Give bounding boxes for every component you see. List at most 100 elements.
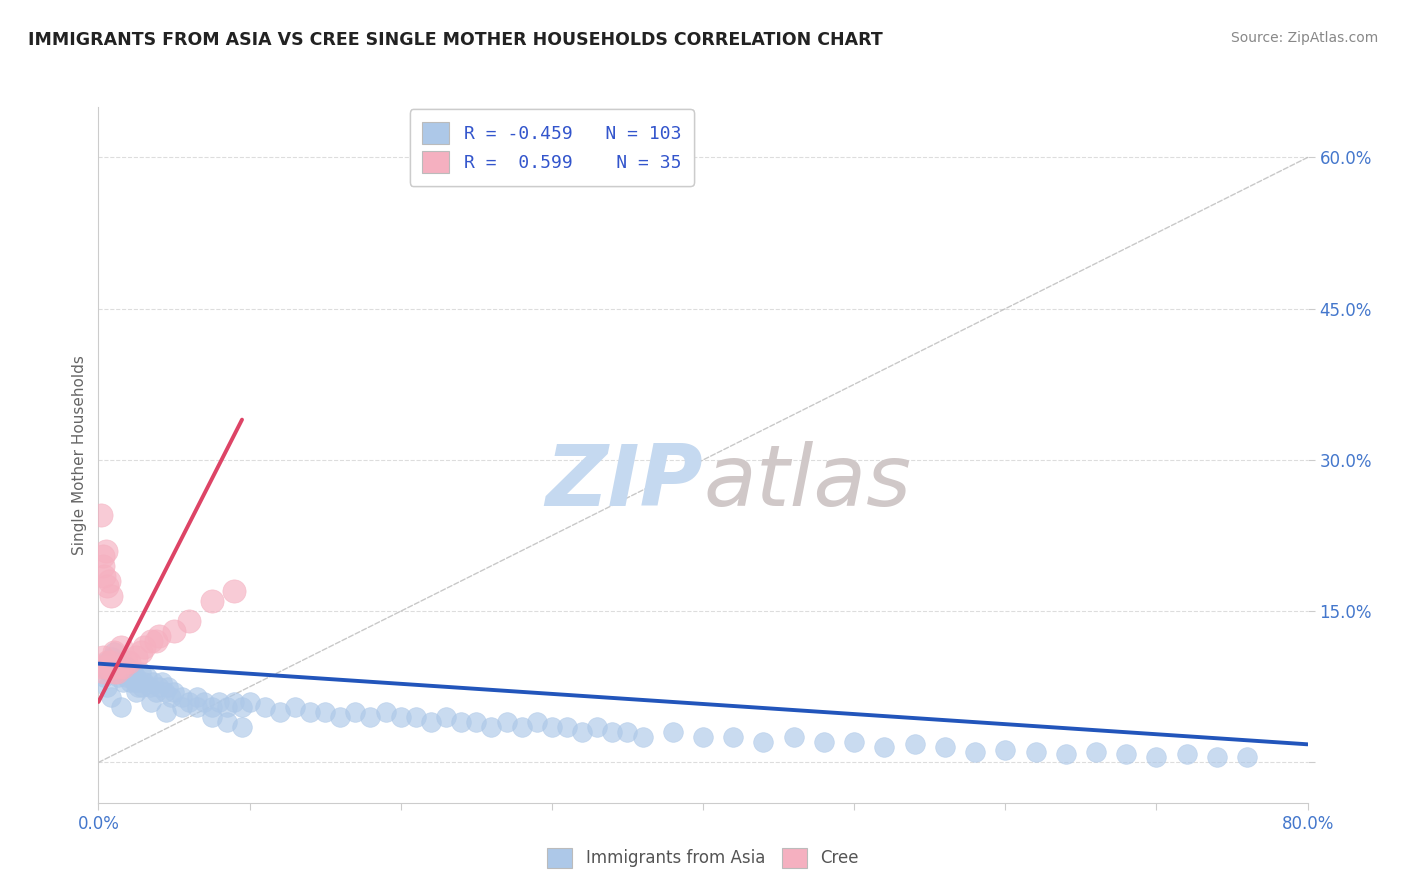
Point	[160, 690, 183, 704]
Point	[224, 584, 246, 599]
Point	[419, 715, 441, 730]
Point	[239, 695, 262, 709]
Point	[127, 680, 149, 694]
Point	[110, 640, 132, 654]
Point	[141, 695, 163, 709]
Point	[904, 737, 927, 751]
Text: atlas: atlas	[703, 442, 911, 524]
Point	[145, 634, 167, 648]
Point	[571, 725, 593, 739]
Point	[586, 720, 609, 734]
Point	[269, 705, 291, 719]
Point	[94, 655, 117, 669]
Point	[1175, 747, 1198, 762]
Point	[299, 705, 322, 719]
Point	[91, 549, 114, 563]
Point	[1144, 750, 1167, 764]
Point	[344, 705, 367, 719]
Point	[122, 665, 145, 679]
Point	[526, 715, 548, 730]
Point	[873, 740, 896, 755]
Point	[120, 674, 142, 689]
Point	[253, 700, 276, 714]
Point	[495, 715, 517, 730]
Point	[163, 685, 186, 699]
Point	[1206, 750, 1229, 764]
Point	[90, 659, 112, 673]
Point	[224, 695, 246, 709]
Point	[132, 640, 155, 654]
Point	[510, 720, 533, 734]
Point	[193, 695, 215, 709]
Point	[129, 665, 152, 679]
Point	[201, 700, 224, 714]
Legend: Immigrants from Asia, Cree: Immigrants from Asia, Cree	[541, 841, 865, 875]
Point	[186, 690, 208, 704]
Point	[631, 731, 654, 745]
Point	[145, 685, 167, 699]
Point	[692, 731, 714, 745]
Point	[141, 634, 163, 648]
Point	[112, 659, 135, 673]
Point	[1054, 747, 1077, 762]
Point	[540, 720, 562, 734]
Point	[481, 720, 503, 734]
Point	[94, 659, 117, 673]
Point	[115, 659, 138, 673]
Point	[170, 690, 193, 704]
Point	[93, 665, 115, 679]
Point	[813, 735, 835, 749]
Point	[105, 655, 128, 669]
Point	[96, 579, 118, 593]
Point	[125, 685, 148, 699]
Point	[374, 705, 396, 719]
Point	[107, 670, 129, 684]
Point	[139, 680, 162, 694]
Point	[170, 700, 193, 714]
Text: Source: ZipAtlas.com: Source: ZipAtlas.com	[1230, 31, 1378, 45]
Point	[124, 674, 146, 689]
Point	[1115, 747, 1137, 762]
Point	[103, 644, 125, 658]
Point	[101, 659, 124, 673]
Point	[201, 594, 224, 608]
Point	[108, 659, 131, 673]
Point	[389, 710, 412, 724]
Point	[661, 725, 683, 739]
Point	[90, 508, 112, 523]
Point	[314, 705, 336, 719]
Point	[135, 670, 157, 684]
Point	[105, 665, 128, 679]
Point	[111, 659, 134, 673]
Point	[93, 569, 115, 583]
Point	[405, 710, 427, 724]
Point	[121, 670, 143, 684]
Point	[965, 745, 987, 759]
Point	[91, 558, 114, 573]
Point	[96, 680, 118, 694]
Point	[125, 670, 148, 684]
Point	[1024, 745, 1046, 759]
Point	[98, 574, 121, 588]
Point	[103, 665, 125, 679]
Point	[934, 740, 956, 755]
Point	[142, 674, 165, 689]
Point	[1236, 750, 1258, 764]
Point	[132, 674, 155, 689]
Point	[616, 725, 638, 739]
Point	[602, 725, 624, 739]
Point	[91, 649, 114, 664]
Point	[752, 735, 775, 749]
Point	[155, 705, 177, 719]
Y-axis label: Single Mother Households: Single Mother Households	[72, 355, 87, 555]
Point	[156, 680, 179, 694]
Point	[94, 543, 117, 558]
Point	[721, 731, 744, 745]
Point	[100, 589, 122, 603]
Point	[150, 674, 173, 689]
Point	[100, 690, 122, 704]
Point	[231, 700, 253, 714]
Point	[465, 715, 488, 730]
Text: IMMIGRANTS FROM ASIA VS CREE SINGLE MOTHER HOUSEHOLDS CORRELATION CHART: IMMIGRANTS FROM ASIA VS CREE SINGLE MOTH…	[28, 31, 883, 49]
Point	[131, 680, 153, 694]
